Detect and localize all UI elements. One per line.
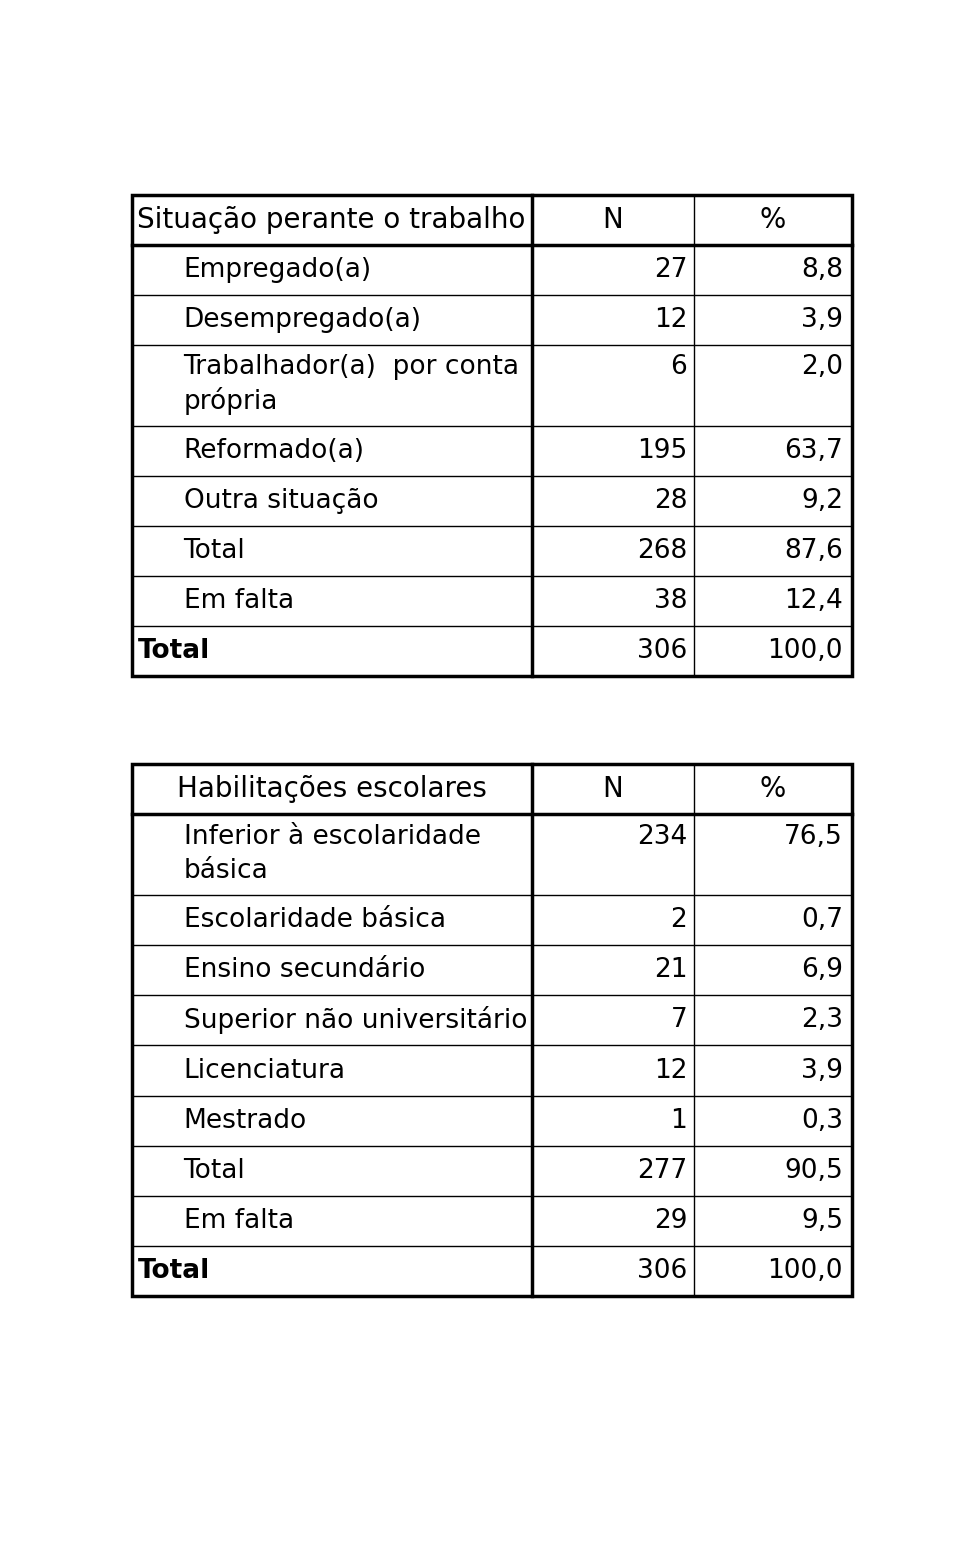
Bar — [132, 195, 852, 675]
Text: 38: 38 — [654, 587, 687, 613]
Text: 1: 1 — [670, 1108, 687, 1134]
Text: 195: 195 — [637, 437, 687, 464]
Text: 76,5: 76,5 — [784, 823, 843, 850]
Text: 8,8: 8,8 — [801, 256, 843, 283]
Text: 306: 306 — [637, 638, 687, 664]
Text: própria: própria — [183, 388, 278, 416]
Text: Licenciatura: Licenciatura — [183, 1057, 346, 1083]
Text: 268: 268 — [637, 538, 687, 564]
Text: 87,6: 87,6 — [784, 538, 843, 564]
Bar — [132, 765, 852, 1296]
Text: Mestrado: Mestrado — [183, 1108, 307, 1134]
Text: 2,0: 2,0 — [801, 354, 843, 380]
Text: 7: 7 — [670, 1007, 687, 1034]
Text: Trabalhador(a)  por conta: Trabalhador(a) por conta — [183, 354, 519, 380]
Text: 2,3: 2,3 — [801, 1007, 843, 1034]
Text: %: % — [759, 776, 786, 803]
Text: 12: 12 — [654, 1057, 687, 1083]
Text: Reformado(a): Reformado(a) — [183, 437, 365, 464]
Text: Total: Total — [138, 638, 210, 664]
Text: 9,2: 9,2 — [801, 488, 843, 514]
Text: 6,9: 6,9 — [801, 958, 843, 984]
Text: 100,0: 100,0 — [768, 1258, 843, 1284]
Text: 29: 29 — [654, 1208, 687, 1233]
Text: Empregado(a): Empregado(a) — [183, 256, 372, 283]
Text: 9,5: 9,5 — [801, 1208, 843, 1233]
Text: Desempregado(a): Desempregado(a) — [183, 307, 421, 332]
Text: 3,9: 3,9 — [801, 307, 843, 332]
Text: 12,4: 12,4 — [784, 587, 843, 613]
Text: Outra situação: Outra situação — [183, 488, 378, 514]
Text: Total: Total — [138, 1258, 210, 1284]
Text: 0,3: 0,3 — [801, 1108, 843, 1134]
Text: Situação perante o trabalho: Situação perante o trabalho — [137, 205, 526, 233]
Text: 100,0: 100,0 — [768, 638, 843, 664]
Text: Total: Total — [183, 538, 246, 564]
Text: 28: 28 — [654, 488, 687, 514]
Text: 2: 2 — [670, 907, 687, 933]
Text: 3,9: 3,9 — [801, 1057, 843, 1083]
Text: 27: 27 — [654, 256, 687, 283]
Text: básica: básica — [183, 857, 269, 884]
Text: 21: 21 — [654, 958, 687, 984]
Text: 12: 12 — [654, 307, 687, 332]
Text: Total: Total — [183, 1157, 246, 1183]
Text: 63,7: 63,7 — [784, 437, 843, 464]
Text: 306: 306 — [637, 1258, 687, 1284]
Text: Habilitações escolares: Habilitações escolares — [177, 776, 487, 803]
Text: Em falta: Em falta — [183, 1208, 294, 1233]
Text: Escolaridade básica: Escolaridade básica — [183, 907, 445, 933]
Text: Em falta: Em falta — [183, 587, 294, 613]
Text: Inferior à escolaridade: Inferior à escolaridade — [183, 823, 481, 850]
Text: 6: 6 — [670, 354, 687, 380]
Text: 277: 277 — [637, 1157, 687, 1183]
Text: N: N — [602, 776, 623, 803]
Text: N: N — [602, 205, 623, 233]
Text: 234: 234 — [637, 823, 687, 850]
Text: 90,5: 90,5 — [784, 1157, 843, 1183]
Text: Superior não universitário: Superior não universitário — [183, 1006, 527, 1035]
Text: %: % — [759, 205, 786, 233]
Text: 0,7: 0,7 — [801, 907, 843, 933]
Text: Ensino secundário: Ensino secundário — [183, 958, 425, 984]
